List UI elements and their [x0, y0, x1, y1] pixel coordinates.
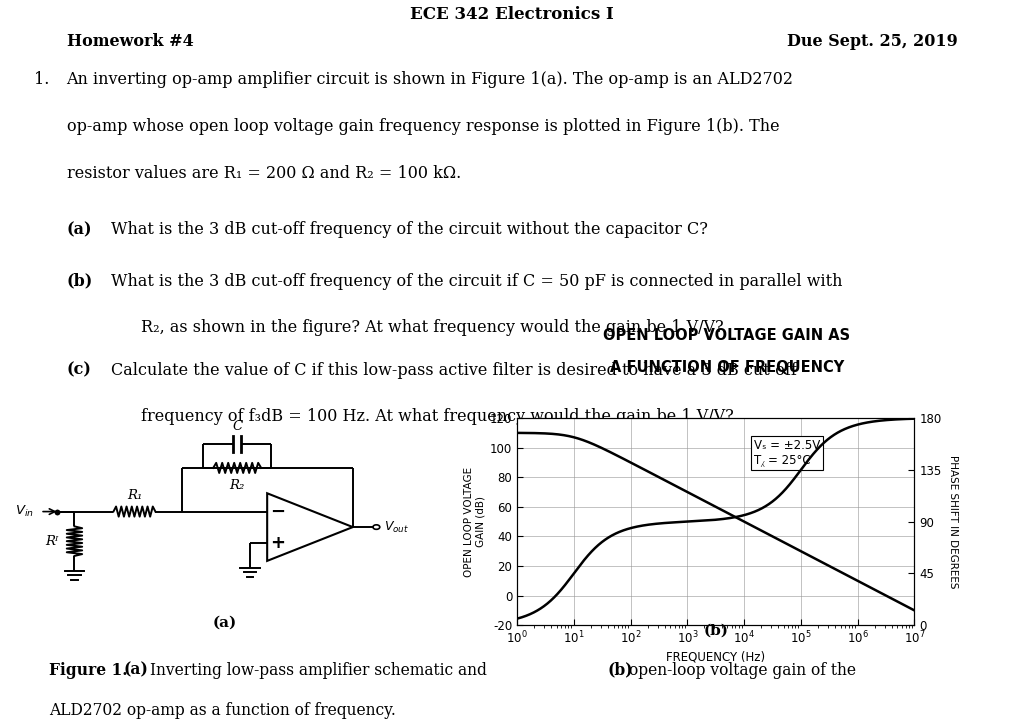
- Text: op-amp whose open loop voltage gain frequency response is plotted in Figure 1(b): op-amp whose open loop voltage gain freq…: [67, 118, 779, 135]
- Text: (b): (b): [67, 273, 93, 289]
- Text: (b): (b): [703, 624, 728, 638]
- Text: An inverting op-amp amplifier circuit is shown in Figure 1(a). The op-amp is an : An inverting op-amp amplifier circuit is…: [67, 71, 794, 88]
- Text: Inverting low-pass amplifier schematic and: Inverting low-pass amplifier schematic a…: [150, 662, 486, 679]
- Text: Homework #4: Homework #4: [67, 33, 194, 49]
- Text: Figure 1.: Figure 1.: [49, 662, 128, 679]
- Text: Rᴵ: Rᴵ: [45, 534, 58, 547]
- Text: R₂: R₂: [229, 478, 245, 491]
- Text: −: −: [270, 502, 286, 521]
- Text: frequency of f₃dB = 100 Hz. At what frequency would the gain be 1 V/V?: frequency of f₃dB = 100 Hz. At what freq…: [141, 409, 734, 425]
- Text: (a): (a): [67, 221, 92, 238]
- Text: ECE 342 Electronics I: ECE 342 Electronics I: [411, 6, 613, 23]
- Text: (b): (b): [607, 662, 633, 679]
- Text: open-loop voltage gain of the: open-loop voltage gain of the: [629, 662, 856, 679]
- Text: 1.: 1.: [34, 71, 49, 88]
- Text: $V_{in}$: $V_{in}$: [15, 504, 34, 519]
- Text: R₂, as shown in the figure? At what frequency would the gain be 1 V/V?: R₂, as shown in the figure? At what freq…: [141, 319, 724, 337]
- Y-axis label: PHASE SHIFT IN DEGREES: PHASE SHIFT IN DEGREES: [948, 455, 958, 588]
- Text: Due Sept. 25, 2019: Due Sept. 25, 2019: [786, 33, 957, 49]
- Text: $V_{out}$: $V_{out}$: [384, 520, 409, 534]
- Y-axis label: OPEN LOOP VOLTAGE
GAIN (dB): OPEN LOOP VOLTAGE GAIN (dB): [464, 467, 485, 577]
- Text: +: +: [270, 534, 286, 552]
- Text: ALD2702 op-amp as a function of frequency.: ALD2702 op-amp as a function of frequenc…: [49, 702, 396, 719]
- Text: (a): (a): [124, 662, 148, 679]
- Text: What is the 3 dB cut-off frequency of the circuit if C = 50 pF is connected in p: What is the 3 dB cut-off frequency of th…: [111, 273, 842, 289]
- Text: (c): (c): [67, 361, 91, 379]
- Text: Vₛ = ±2.5V
T⁁ = 25°C: Vₛ = ±2.5V T⁁ = 25°C: [754, 439, 820, 467]
- Text: What is the 3 dB cut-off frequency of the circuit without the capacitor C?: What is the 3 dB cut-off frequency of th…: [111, 221, 708, 238]
- Text: resistor values are R₁ = 200 Ω and R₂ = 100 kΩ.: resistor values are R₁ = 200 Ω and R₂ = …: [67, 165, 461, 182]
- Text: R₁: R₁: [127, 489, 142, 502]
- X-axis label: FREQUENCY (Hz): FREQUENCY (Hz): [667, 651, 765, 664]
- Text: Calculate the value of C if this low-pass active filter is desired to have a 3 d: Calculate the value of C if this low-pas…: [111, 361, 797, 379]
- Text: OPEN LOOP VOLTAGE GAIN AS: OPEN LOOP VOLTAGE GAIN AS: [603, 328, 851, 342]
- Text: A FUNCTION OF FREQUENCY: A FUNCTION OF FREQUENCY: [610, 361, 844, 375]
- Text: C: C: [232, 420, 243, 433]
- Text: (a): (a): [212, 616, 237, 630]
